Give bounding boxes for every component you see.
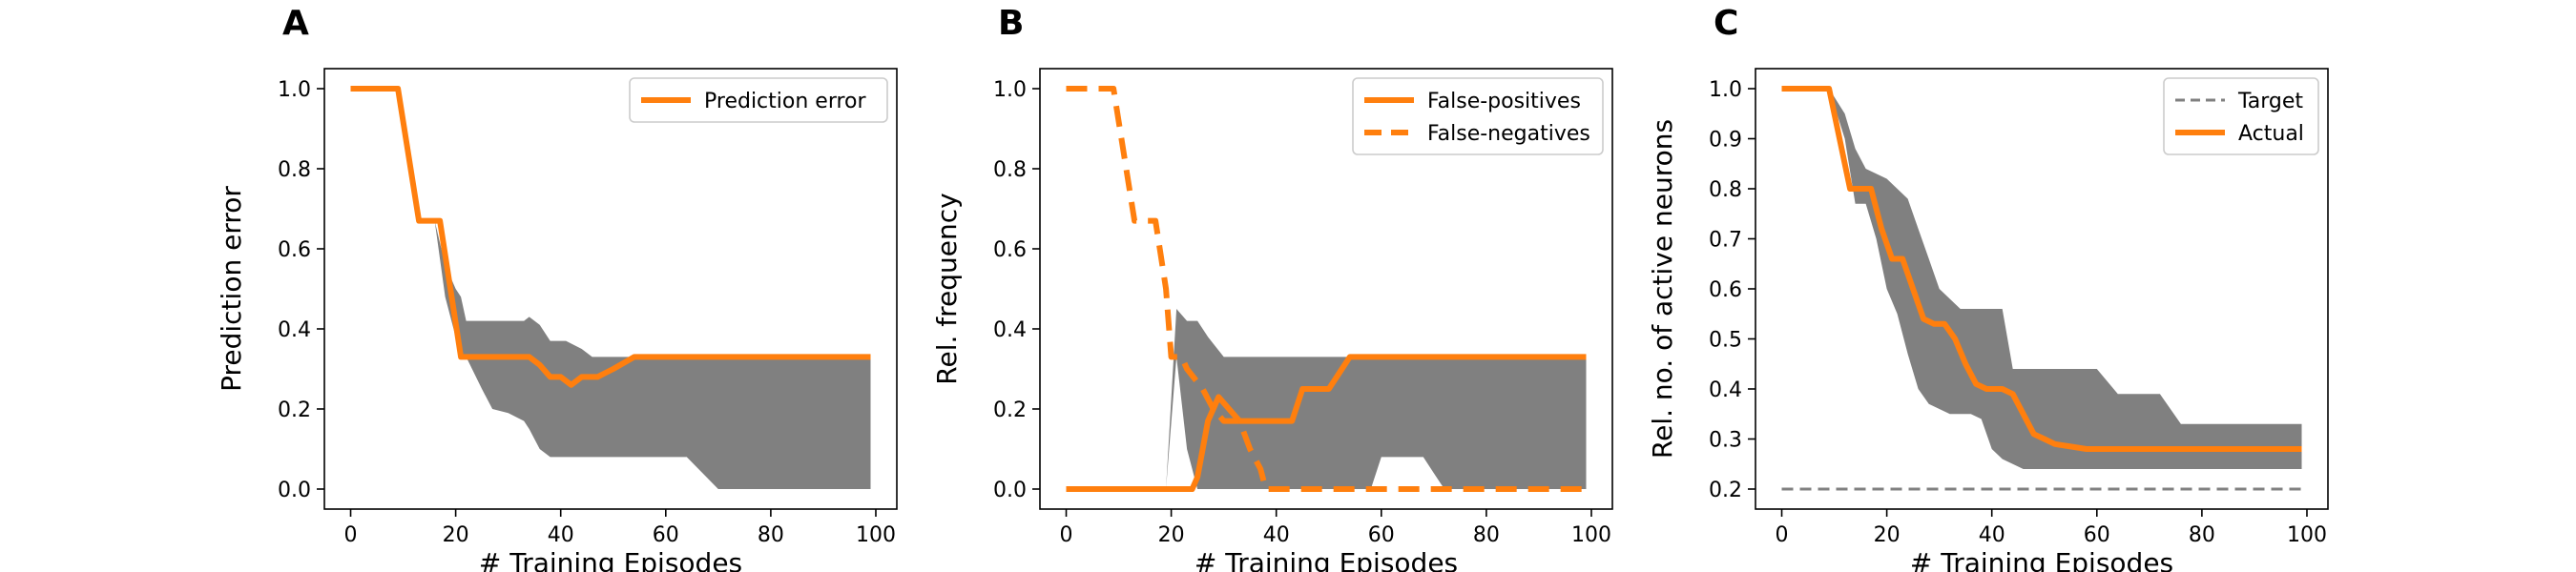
- panel-label-c: C: [1714, 4, 1738, 43]
- x-tick-label: 20: [1158, 523, 1185, 547]
- x-tick-label: 0: [1060, 523, 1073, 547]
- y-tick-label: 0.8: [278, 158, 311, 182]
- y-tick-label: 1.0: [993, 78, 1027, 102]
- x-tick-label: 60: [1368, 523, 1395, 547]
- series-line-actual: [1781, 86, 2302, 452]
- x-tick-label: 20: [443, 523, 469, 547]
- legend-label: Target: [2237, 90, 2303, 113]
- plot-frame: [323, 68, 898, 510]
- y-tick-label: 0.0: [993, 479, 1027, 502]
- x-axis-label: # Training Episodes: [1195, 547, 1458, 572]
- legend: Prediction error: [629, 77, 888, 123]
- x-tick-label: 0: [1776, 523, 1789, 547]
- variability-band: [1066, 309, 1587, 489]
- plot-frame: [1039, 68, 1613, 510]
- y-tick-label: 1.0: [278, 78, 311, 102]
- y-tick-label: 0.9: [1709, 129, 1742, 153]
- legend-box: [629, 77, 888, 123]
- x-tick-label: 60: [2084, 523, 2110, 547]
- y-tick-label: 0.0: [278, 479, 311, 502]
- x-tick-label: 80: [758, 523, 784, 547]
- legend-label: Prediction error: [704, 90, 866, 113]
- x-axis-label: # Training Episodes: [479, 547, 742, 572]
- y-tick-label: 0.6: [993, 238, 1027, 262]
- y-tick-label: 0.7: [1709, 229, 1742, 253]
- legend-label: False-negatives: [1427, 122, 1590, 146]
- legend-box: [1352, 77, 1604, 155]
- x-axis-label: # Training Episodes: [1910, 547, 2173, 572]
- series-line-prediction-error: [350, 86, 871, 388]
- x-tick-label: 40: [1263, 523, 1290, 547]
- y-tick-label: 0.2: [278, 398, 311, 422]
- y-axis-label: Prediction error: [216, 186, 247, 392]
- variability-band: [350, 89, 871, 489]
- panel-b: 0 20 40 60 80 100 0.0 0.2 0.4 0.6 0.8 1.0 # Training…: [931, 4, 1613, 572]
- y-tick-label: 0.3: [1709, 429, 1742, 453]
- x-tick-label: 60: [653, 523, 679, 547]
- y-tick-label: 0.2: [993, 398, 1027, 422]
- panel-a: 0 20 40 60 80 100 0.0 0.2 0.4 0.6 0.8 1.0 # Training…: [216, 4, 898, 572]
- y-axis-label: Rel. frequency: [931, 193, 963, 384]
- x-tick-label: 100: [2287, 523, 2327, 547]
- x-tick-label: 100: [856, 523, 896, 547]
- legend-label: Actual: [2238, 122, 2304, 146]
- panel-label-b: B: [998, 4, 1024, 43]
- y-tick-label: 0.6: [1709, 278, 1742, 302]
- variability-band: [1781, 89, 2302, 469]
- x-tick-label: 80: [1473, 523, 1500, 547]
- x-tick-label: 20: [1874, 523, 1901, 547]
- y-tick-label: 0.5: [1709, 329, 1742, 353]
- series-line-false-negatives: [1066, 86, 1587, 492]
- series-line-false-positives: [1066, 354, 1587, 492]
- y-tick-label: 0.4: [278, 318, 311, 342]
- x-tick-label: 80: [2189, 523, 2215, 547]
- y-tick-label: 1.0: [1709, 78, 1742, 102]
- legend: False-positives False-negatives: [1352, 77, 1604, 155]
- y-tick-label: 0.8: [1709, 178, 1742, 202]
- x-tick-label: 0: [344, 523, 358, 547]
- panel-c: 0 20 40 60 80 100 0.2 0.3 0.4 0.5 0.6 0.7 0.8 0.9 1.0 #…: [1647, 4, 2329, 572]
- legend: Target Actual: [2163, 77, 2319, 155]
- legend-label: False-positives: [1427, 90, 1581, 113]
- y-tick-label: 0.4: [1709, 378, 1742, 402]
- y-tick-label: 0.2: [1709, 479, 1742, 502]
- y-tick-label: 0.6: [278, 238, 311, 262]
- y-tick-label: 0.8: [993, 158, 1027, 182]
- x-tick-label: 40: [1979, 523, 2005, 547]
- x-tick-label: 100: [1571, 523, 1611, 547]
- x-tick-label: 40: [548, 523, 574, 547]
- y-axis-label: Rel. no. of active neurons: [1647, 119, 1678, 459]
- y-tick-label: 0.4: [993, 318, 1027, 342]
- panel-label-a: A: [282, 4, 309, 43]
